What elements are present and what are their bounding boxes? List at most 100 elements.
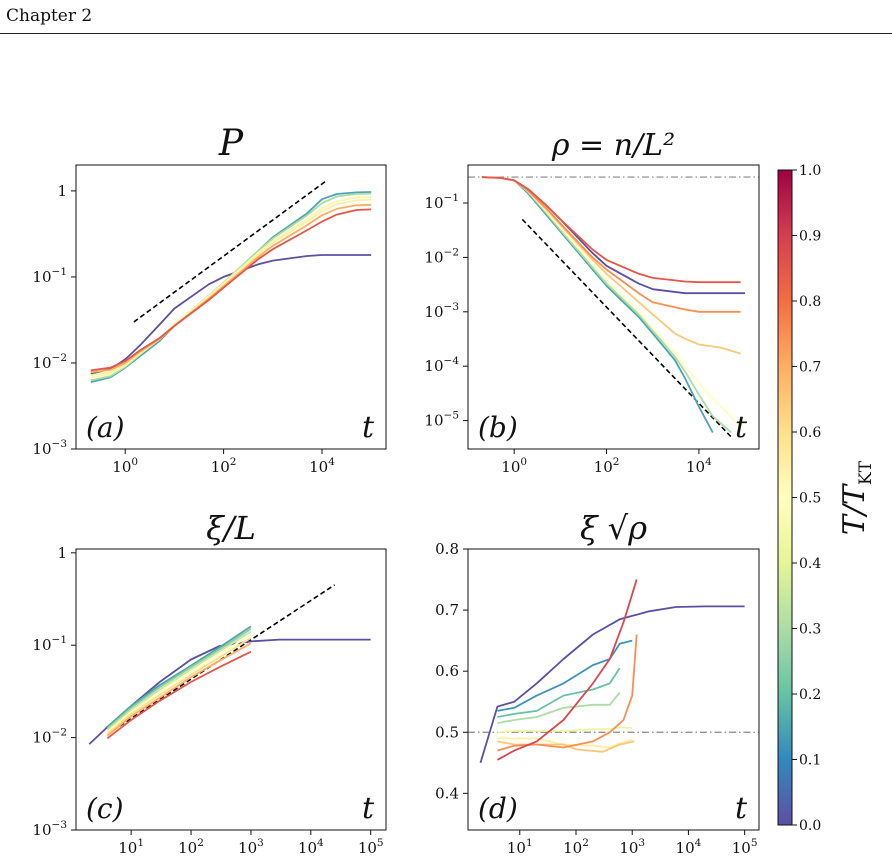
- x-axis-label: t: [362, 791, 375, 826]
- panel-label: (d): [478, 792, 518, 825]
- series-line: [497, 634, 638, 752]
- panel-title: ξ √ρ: [580, 509, 647, 547]
- series-line: [497, 726, 633, 734]
- y-tick-label: 0.8: [435, 540, 459, 558]
- y-tick-label: 10−3: [424, 301, 459, 321]
- plot-area: [468, 176, 759, 438]
- series-line: [106, 630, 252, 731]
- axes-frame: [75, 548, 387, 831]
- x-tick-label: 102: [178, 837, 204, 857]
- series-line: [497, 692, 621, 724]
- y-tick-label: 0.5: [435, 723, 459, 741]
- series-line: [496, 579, 638, 761]
- x-tick-label: 105: [358, 837, 384, 857]
- series-line: [90, 196, 372, 379]
- colorbar-tick-label: 0.2: [799, 687, 821, 703]
- series-line: [90, 254, 372, 375]
- series-line: [106, 628, 252, 730]
- y-tick-label: 10−3: [32, 819, 67, 839]
- y-tick-label: 10−1: [32, 634, 67, 654]
- colorbar-tick-label: 0.0: [799, 818, 821, 834]
- colorbar-tick-label: 0.4: [799, 556, 821, 572]
- page-header: Chapter 2: [0, 0, 892, 34]
- colorbar-tick-label: 0.3: [799, 622, 821, 638]
- colorbar-label: T/TKT: [837, 460, 876, 535]
- colorbar-tick-label: 0.9: [799, 229, 821, 245]
- x-tick-label: 100: [112, 456, 138, 476]
- colorbar: 0.0 0.1 0.2 0.3 0.4 0.5 0.6 0.7 0.8 0.9 1.0 T/TKT: [777, 163, 876, 834]
- panel-label: (a): [86, 411, 125, 444]
- series-line: [106, 625, 252, 728]
- axes-frame: [467, 548, 760, 831]
- x-tick-label: 102: [211, 456, 237, 476]
- series-line: [481, 176, 741, 355]
- colorbar-tick-label: 0.5: [799, 491, 821, 507]
- panel-d: 101 102 103 104 105 0.4 0.5 0.6 0.7 0.8 ξ √ρ (d) t: [435, 509, 760, 857]
- x-axis-label: t: [735, 791, 748, 826]
- y-tick-label: 1: [57, 182, 67, 200]
- x-tick-label: 102: [563, 837, 589, 857]
- colorbar-tick-label: 0.1: [799, 753, 821, 769]
- colorbar-tick-label: 1.0: [799, 163, 821, 179]
- header-rule: [0, 33, 892, 34]
- colorbar-tick-label: 0.6: [799, 425, 821, 441]
- panel-b: 100 102 104 10−5 10−4 10−3 10−2 10−1 ρ = n/L² (b)…: [424, 128, 760, 476]
- y-tick-label: 10−4: [424, 355, 459, 375]
- x-tick-label: 103: [619, 837, 645, 857]
- colorbar-bar: [777, 169, 793, 826]
- series-line: [106, 633, 252, 733]
- x-tick-label: 101: [507, 837, 533, 857]
- y-tick-label: 0.4: [435, 784, 459, 802]
- x-tick-label: 104: [298, 837, 324, 857]
- plot-area: [90, 180, 372, 383]
- panel-label: (b): [478, 411, 518, 444]
- series-line: [479, 605, 745, 764]
- y-tick-label: 10−3: [32, 438, 67, 458]
- panel-label: (c): [86, 792, 124, 825]
- series-line: [497, 667, 621, 718]
- x-tick-label: 102: [594, 456, 620, 476]
- axes-frame: [75, 164, 387, 450]
- y-tick-label: 10−5: [424, 410, 459, 430]
- panel-title: ρ = n/L²: [551, 128, 675, 163]
- x-tick-label: 100: [501, 456, 527, 476]
- x-tick-label: 103: [238, 837, 264, 857]
- y-tick-label: 10−2: [32, 727, 67, 747]
- x-axis-label: t: [362, 410, 375, 445]
- x-axis-label: t: [735, 410, 748, 445]
- y-tick-label: 1: [57, 544, 67, 562]
- power-law-guide-line: [521, 218, 732, 438]
- series-line: [481, 176, 741, 284]
- series-line: [481, 176, 746, 295]
- x-tick-label: 105: [732, 837, 758, 857]
- series-line: [90, 191, 372, 383]
- y-tick-label: 0.7: [435, 601, 459, 619]
- x-tick-label: 104: [676, 837, 702, 857]
- series-line: [106, 642, 252, 737]
- y-tick-label: 10−1: [424, 192, 459, 212]
- chapter-heading: Chapter 2: [6, 6, 93, 26]
- series-line: [90, 203, 372, 374]
- x-tick-label: 101: [118, 837, 144, 857]
- series-line: [481, 176, 714, 434]
- series-line: [90, 208, 372, 372]
- panel-a: 100 102 104 10−3 10−2 10−1 1 P (a) t: [32, 123, 387, 476]
- series-line: [481, 176, 742, 430]
- x-tick-label: 104: [309, 456, 335, 476]
- series-line: [90, 198, 372, 377]
- x-tick-label: 104: [686, 456, 712, 476]
- power-law-guide-line: [133, 180, 327, 323]
- plot-area: [468, 579, 759, 764]
- series-line: [106, 650, 252, 740]
- axes-frame: [467, 164, 760, 450]
- colorbar-tick-label: 0.8: [799, 294, 821, 310]
- series-line: [497, 639, 633, 712]
- panel-title: ξ/L: [206, 509, 256, 547]
- y-tick-label: 10−2: [32, 352, 67, 372]
- panel-title: P: [218, 123, 244, 164]
- y-tick-label: 10−2: [424, 246, 459, 266]
- y-tick-label: 0.6: [435, 662, 459, 680]
- y-tick-label: 10−1: [32, 266, 67, 286]
- plot-area: [88, 584, 371, 745]
